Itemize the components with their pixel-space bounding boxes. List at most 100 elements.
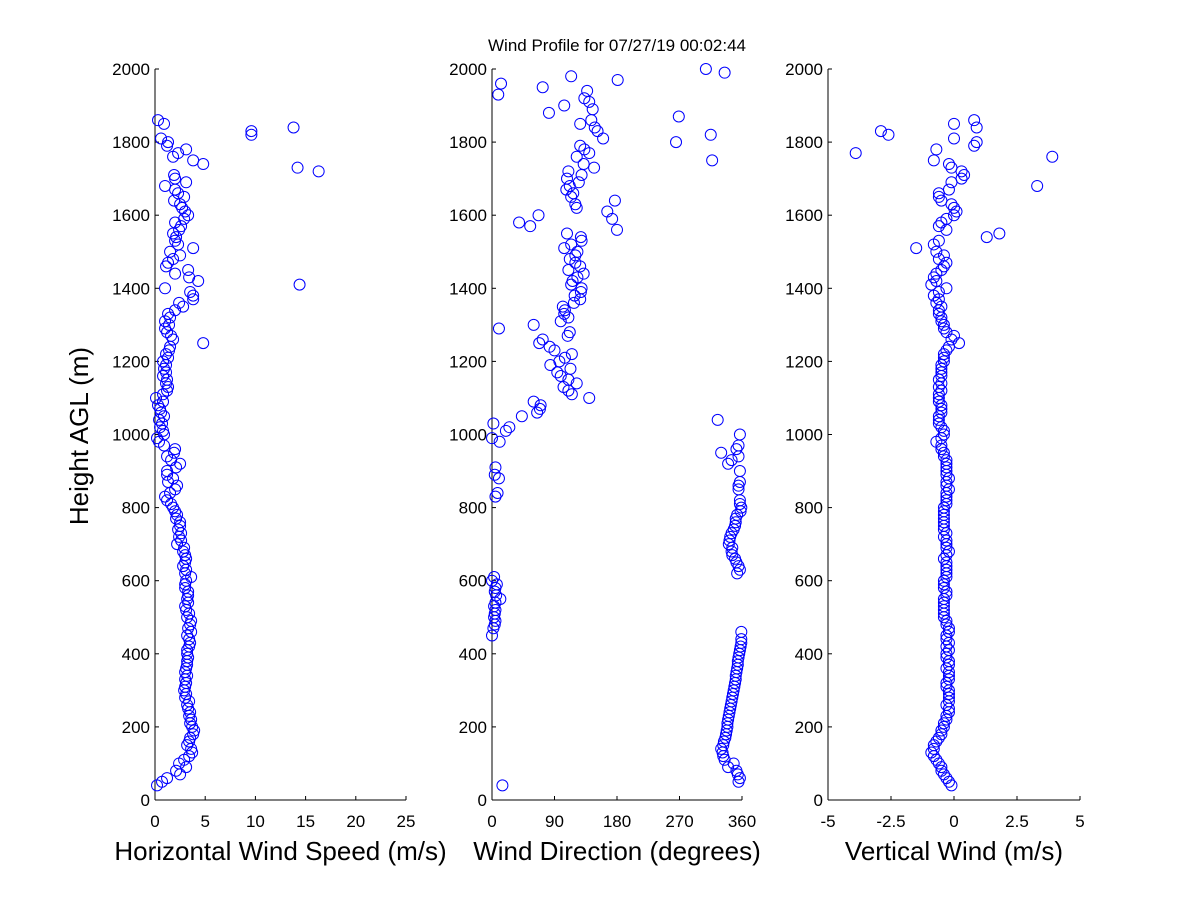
data-point	[711, 413, 724, 426]
data-point	[167, 472, 180, 485]
data-point	[937, 508, 950, 521]
data-point	[940, 614, 953, 627]
data-point	[942, 691, 955, 704]
data-point	[177, 300, 190, 313]
data-point	[732, 439, 745, 452]
y-tick-label: 600	[459, 572, 487, 591]
x-tick-label: 5	[1075, 812, 1084, 831]
data-point	[575, 168, 588, 181]
data-point	[942, 622, 955, 635]
y-tick-label: 1200	[449, 352, 487, 371]
data-point	[178, 190, 191, 203]
data-point	[184, 618, 197, 631]
data-point	[935, 315, 948, 328]
data-point	[173, 296, 186, 309]
data-point	[161, 772, 174, 785]
x-tick-label: 20	[346, 812, 365, 831]
y-tick-label: 600	[795, 572, 823, 591]
data-point	[581, 84, 594, 97]
data-point	[733, 476, 746, 489]
data-point	[672, 110, 685, 123]
data-point	[937, 501, 950, 514]
data-point	[732, 450, 745, 463]
data-point	[704, 128, 717, 141]
data-point	[935, 406, 948, 419]
data-point	[490, 578, 503, 591]
data-point	[715, 446, 728, 459]
data-point	[925, 746, 938, 759]
data-point	[245, 128, 258, 141]
data-point	[156, 417, 169, 430]
data-point	[172, 147, 185, 160]
data-point	[935, 402, 948, 415]
data-point	[527, 318, 540, 331]
data-point	[492, 322, 505, 335]
data-point	[170, 231, 183, 244]
data-point	[882, 128, 895, 141]
data-point	[733, 497, 746, 510]
data-point	[182, 589, 195, 602]
data-point	[152, 114, 165, 127]
data-point	[556, 300, 569, 313]
data-point	[937, 318, 950, 331]
data-point	[935, 366, 948, 379]
data-point	[488, 571, 501, 584]
data-point	[169, 183, 182, 196]
data-point	[155, 132, 168, 145]
data-point	[731, 508, 744, 521]
data-point	[937, 249, 950, 262]
data-point	[945, 161, 958, 174]
data-point	[948, 329, 960, 342]
data-point	[970, 136, 983, 149]
data-point	[174, 519, 187, 532]
data-point	[565, 388, 578, 401]
data-point	[562, 264, 575, 277]
data-point	[160, 348, 173, 361]
data-point	[291, 161, 304, 174]
data-point	[172, 238, 185, 251]
data-point	[487, 417, 500, 430]
data-point	[179, 666, 192, 679]
data-point	[937, 596, 950, 609]
data-point	[940, 344, 953, 357]
data-point	[558, 99, 571, 112]
data-point	[935, 194, 948, 207]
y-tick-label: 2000	[785, 60, 823, 79]
x-tick-label: 5	[200, 812, 209, 831]
data-point	[970, 121, 983, 134]
data-point	[161, 139, 174, 152]
data-point	[735, 625, 748, 638]
data-point	[955, 165, 968, 178]
data-point	[187, 242, 200, 255]
data-point	[932, 757, 945, 770]
data-point	[489, 461, 502, 474]
data-point	[980, 231, 993, 244]
data-point	[608, 194, 621, 207]
y-tick-label: 0	[478, 791, 487, 810]
x-tick-label: 15	[296, 812, 315, 831]
data-point	[548, 344, 561, 357]
data-point	[932, 380, 945, 393]
data-point	[729, 516, 742, 529]
data-point	[968, 139, 981, 152]
data-point	[554, 370, 567, 383]
y-tick-label: 200	[795, 718, 823, 737]
data-point	[164, 245, 177, 258]
y-tick-label: 800	[795, 499, 823, 518]
data-point	[167, 253, 180, 266]
panel-horizontal-wind-speed: 0 200 400 600 800 1000 1200 1400 1600 1800 2000 0 5 1…	[112, 60, 447, 866]
data-point	[586, 103, 599, 116]
data-point	[180, 143, 193, 156]
data-point	[159, 322, 172, 335]
data-point	[565, 348, 578, 361]
y-tick-label: 400	[122, 645, 150, 664]
data-point	[578, 143, 591, 156]
data-point	[849, 147, 862, 160]
data-point	[187, 154, 200, 167]
data-point	[571, 271, 584, 284]
data-point	[558, 351, 571, 364]
data-point	[945, 198, 958, 211]
data-point	[488, 585, 501, 598]
data-point	[940, 212, 953, 225]
data-point	[503, 421, 516, 434]
